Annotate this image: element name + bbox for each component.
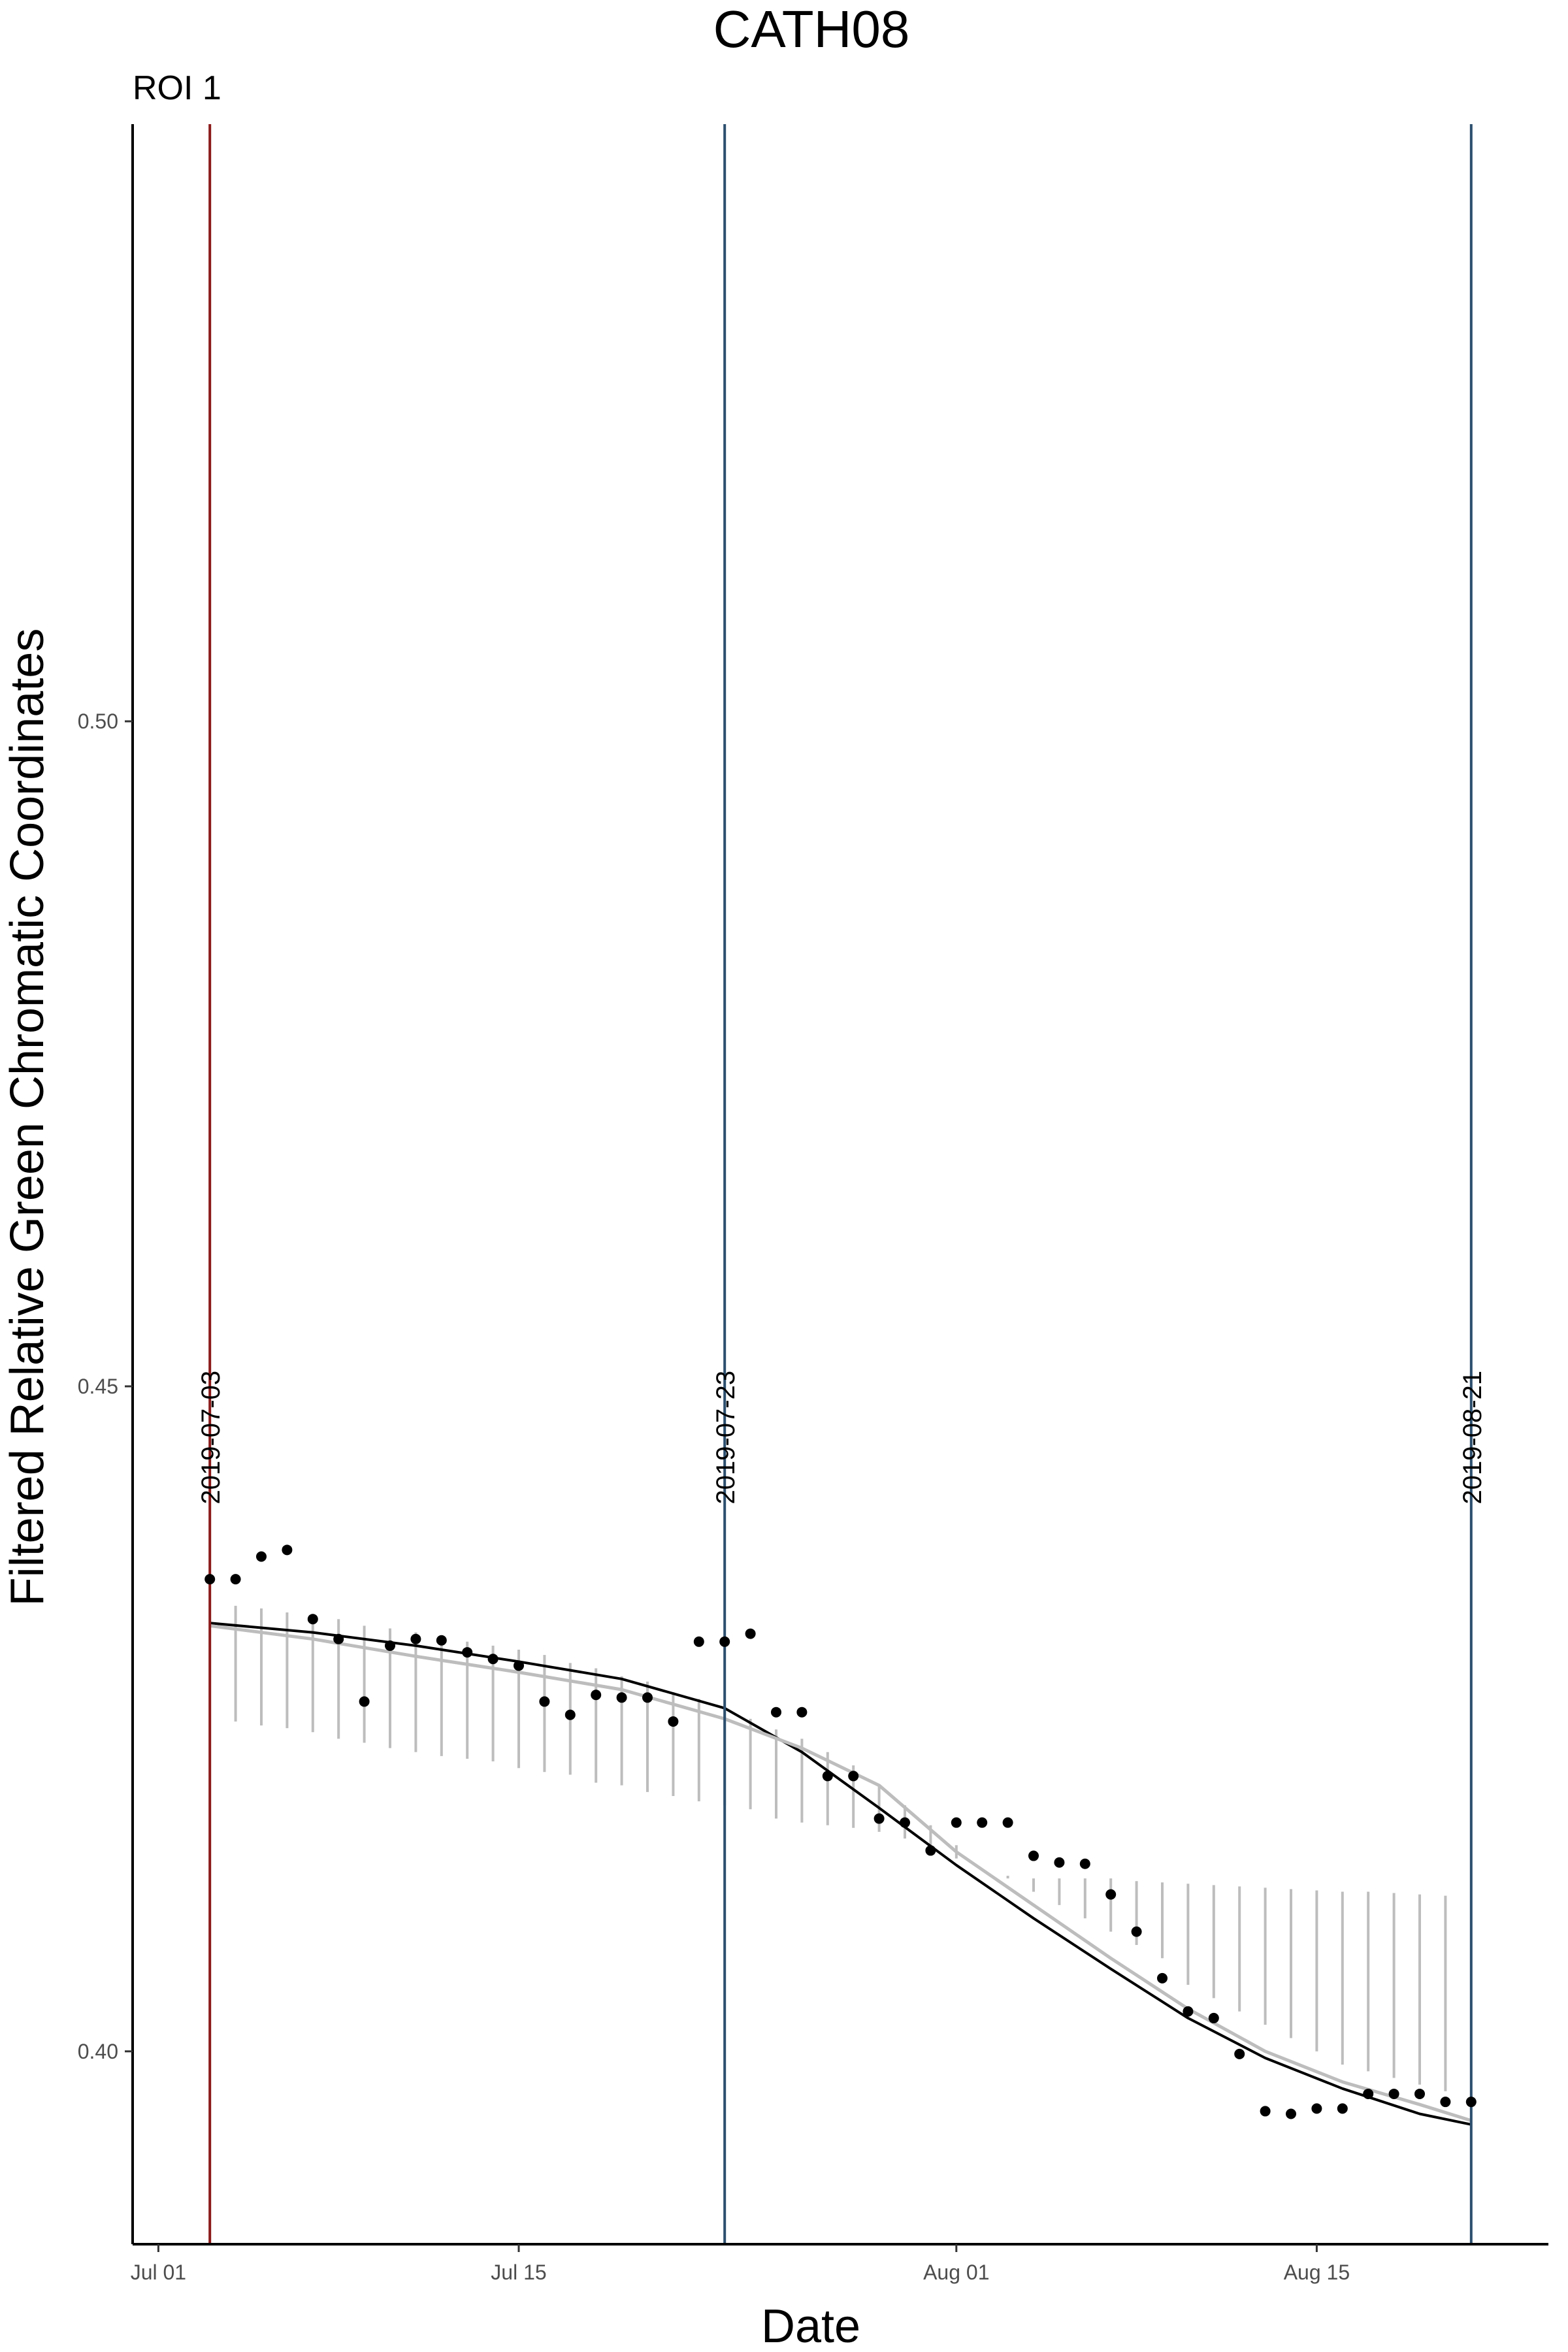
data-point — [539, 1696, 550, 1707]
data-point — [874, 1813, 885, 1824]
x-axis-title: Date — [761, 2300, 860, 2352]
data-point — [282, 1544, 293, 1556]
data-point — [616, 1692, 627, 1703]
data-point — [436, 1635, 447, 1646]
data-point — [1465, 2097, 1477, 2108]
data-point — [462, 1647, 473, 1658]
x-tick-label: Jul 01 — [131, 2261, 186, 2284]
vertical-line-label: 2019-08-21 — [1458, 1371, 1487, 1505]
data-point — [1311, 2103, 1322, 2114]
data-point — [514, 1660, 524, 1671]
y-tick-label: 0.45 — [78, 1375, 118, 1398]
data-point — [1414, 2088, 1425, 2099]
vertical-line-label: 2019-07-23 — [711, 1371, 740, 1505]
data-point — [385, 1640, 395, 1651]
data-point — [771, 1707, 781, 1718]
data-point — [564, 1709, 576, 1720]
data-point — [591, 1690, 602, 1701]
data-point — [745, 1628, 756, 1639]
data-point — [1002, 1817, 1013, 1828]
data-point — [1028, 1850, 1039, 1861]
chart-subtitle: ROI 1 — [133, 69, 221, 107]
data-point — [1105, 1889, 1117, 1900]
chart-title: CATH08 — [713, 0, 910, 58]
data-point — [1234, 2048, 1245, 2059]
data-point — [668, 1716, 679, 1727]
vertical-reference-lines: 2019-07-03 2019-07-23 2019-08-21 — [197, 124, 1487, 2244]
x-tick-label: Aug 01 — [923, 2261, 989, 2284]
data-point — [1054, 1857, 1065, 1868]
data-point — [1157, 1972, 1168, 1984]
data-point — [1363, 2088, 1374, 2099]
data-point — [925, 1845, 936, 1856]
data-point — [1337, 2103, 1348, 2114]
data-point — [1286, 2108, 1296, 2119]
data-point — [410, 1633, 421, 1644]
data-point — [230, 1574, 241, 1585]
smoothed-line — [209, 1624, 1472, 2123]
data-point — [1183, 2006, 1194, 2017]
data-point — [822, 1771, 833, 1782]
data-point — [693, 1636, 704, 1647]
data-point — [487, 1654, 498, 1665]
data-point — [307, 1614, 318, 1625]
axes: 0.40 0.45 0.50 Jul 01 Jul 15 Aug 01 Aug 15 — [78, 124, 1548, 2284]
data-point — [1260, 2106, 1271, 2117]
y-tick-label: 0.40 — [78, 2040, 118, 2063]
data-point — [1440, 2097, 1451, 2108]
vertical-line-label: 2019-07-03 — [197, 1371, 225, 1505]
data-point — [333, 1633, 344, 1644]
data-point — [796, 1707, 808, 1718]
x-tick-label: Aug 15 — [1284, 2261, 1350, 2284]
data-point — [256, 1551, 267, 1562]
data-point — [719, 1636, 730, 1647]
data-point — [1208, 2012, 1219, 2023]
data-point — [642, 1692, 653, 1703]
data-points — [204, 1544, 1477, 2119]
x-tick-label: Jul 15 — [491, 2261, 546, 2284]
data-point — [359, 1696, 370, 1707]
data-point — [977, 1817, 988, 1828]
y-axis-title: Filtered Relative Green Chromatic Coordi… — [1, 629, 54, 1607]
y-tick-label: 0.50 — [78, 710, 118, 733]
data-point — [848, 1771, 859, 1782]
data-point — [900, 1817, 910, 1828]
data-point — [1079, 1858, 1090, 1869]
data-point — [204, 1574, 216, 1585]
data-point — [1131, 1926, 1142, 1937]
data-point — [951, 1817, 962, 1828]
data-point — [1388, 2088, 1399, 2099]
